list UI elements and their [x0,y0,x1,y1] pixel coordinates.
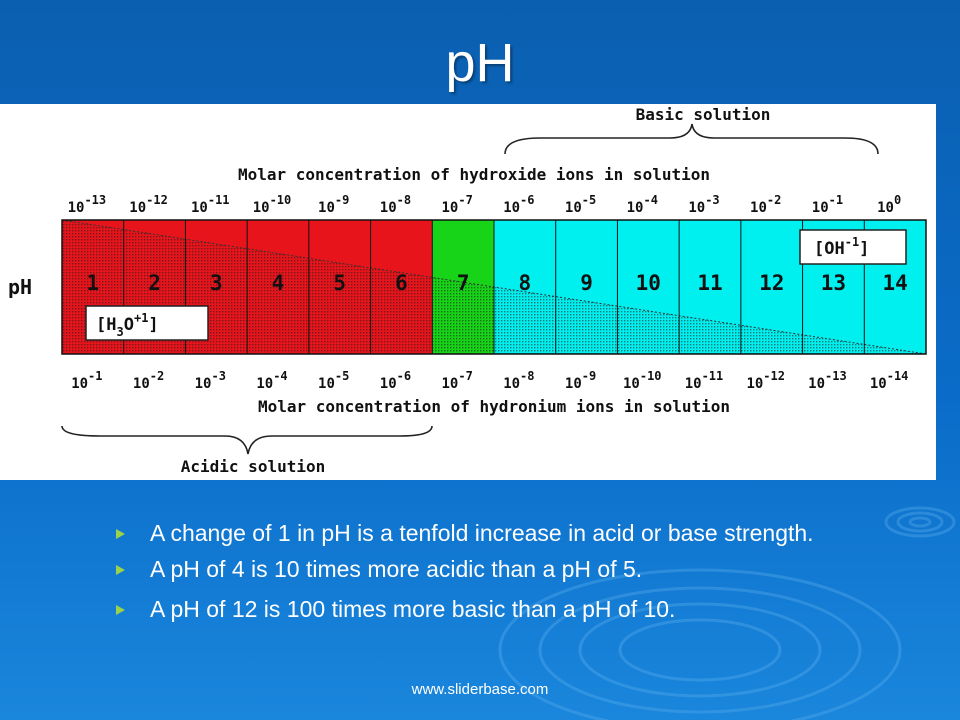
hydronium-exponent-label: 10-13 [808,369,847,392]
bullet-item: A change of 1 in pH is a tenfold increas… [116,518,876,548]
hydronium-exponent-label: 10-8 [503,369,534,392]
h3o-sub: 3 [116,325,123,339]
ph-axis-label: pH [8,275,32,299]
hydronium-exponent-label: 10-10 [623,369,662,392]
hydronium-box: [H3O+1] [85,305,209,341]
hydronium-exponents: 10-1 10-2 10-3 10-4 10-5 10-6 10-7 10-8 10-9 10-1… [71,369,908,392]
hydronium-label: Molar concentration of hydronium ions in… [258,397,730,416]
h3o-mid: O [124,315,134,335]
arrow-bullet-icon [116,565,125,575]
h3o-label: [H [96,315,116,335]
hydroxide-exponent-label: 10-7 [441,193,472,216]
hydroxide-label: Molar concentration of hydroxide ions in… [238,165,710,184]
hydronium-exponent-label: 10-2 [133,369,164,392]
ph-value-label: 2 [148,271,161,295]
hydroxide-exponent-label: 10-11 [191,193,230,216]
hydroxide-exponent-label: 10-10 [253,193,292,216]
footer-url: www.sliderbase.com [411,681,549,698]
ph-cells [61,219,927,355]
hydronium-exponent-label: 10-9 [565,369,596,392]
ph-value-label: 12 [759,271,784,295]
ph-value-label: 5 [333,271,346,295]
oh-label: [OH [814,239,845,259]
h3o-exp: +1 [134,311,148,325]
slide-title: pH [445,33,515,93]
hydroxide-exponent-label: 10-12 [129,193,168,216]
ph-value-label: 9 [580,271,593,295]
ph-value-label: 1 [87,271,100,295]
hydronium-exponent-label: 10-14 [870,369,909,392]
bullet-text: A change of 1 in pH is a tenfold increas… [150,520,814,546]
hydroxide-box: [OH-1] [799,229,907,265]
hydroxide-exponent-label: 10-6 [503,193,534,216]
hydronium-exponent-label: 10-6 [380,369,411,392]
hydronium-exponent-label: 10-4 [256,369,287,392]
bullet-item: A pH of 12 is 100 times more basic than … [116,594,876,624]
ph-value-label: 14 [882,271,907,295]
ph-value-label: 6 [395,271,408,295]
ph-value-label: 11 [697,271,722,295]
hydronium-exponent-label: 10-12 [746,369,785,392]
bullet-text: A pH of 12 is 100 times more basic than … [150,596,676,622]
ph-value-label: 13 [821,271,846,295]
ph-labels: 1 2 3 4 5 6 7 8 9 10 11 12 13 14 [87,271,908,295]
hydronium-exponent-label: 10-5 [318,369,349,392]
oh-exp: -1 [845,235,859,249]
acidic-solution-label: Acidic solution [181,457,326,476]
hydroxide-exponent-label: 10-9 [318,193,349,216]
ph-value-label: 3 [210,271,223,295]
hydroxide-exponent-label: 10-2 [750,193,781,216]
oh-close: ] [859,239,869,259]
svg-text:[H3O+1]: [H3O+1] [96,311,159,339]
svg-text:[OH-1]: [OH-1] [814,235,869,259]
ph-value-label: 10 [636,271,661,295]
acidic-brace [61,425,433,455]
hydroxide-exponent-label: 10-8 [380,193,411,216]
h3o-close: ] [148,315,158,335]
arrow-bullet-icon [116,529,125,539]
ph-scale-diagram: 1 2 3 4 5 6 7 8 9 10 11 12 13 14 10-13 10-12 10-11 10-10… [0,104,936,480]
hydroxide-exponent-label: 100 [877,193,901,216]
hydroxide-exponents: 10-13 10-12 10-11 10-10 10-9 10-8 10-7 10-6 10-5… [68,193,902,216]
ph-value-label: 4 [272,271,285,295]
bullet-text: A pH of 4 is 10 times more acidic than a… [150,556,643,582]
bullet-item: A pH of 4 is 10 times more acidic than a… [116,554,876,584]
ph-value-label: 7 [457,271,470,295]
hydroxide-exponent-label: 10-13 [68,193,107,216]
hydroxide-exponent-label: 10-1 [812,193,843,216]
basic-brace [504,123,879,155]
hydronium-exponent-label: 10-1 [71,369,102,392]
hydronium-exponent-label: 10-11 [685,369,724,392]
ph-value-label: 8 [519,271,532,295]
hydroxide-exponent-label: 10-3 [688,193,719,216]
hydroxide-exponent-label: 10-4 [627,193,658,216]
ph-scale-svg: 1 2 3 4 5 6 7 8 9 10 11 12 13 14 10-13 10-12 10-11 10-10… [8,105,927,476]
bullet-list: A change of 1 in pH is a tenfold increas… [116,518,876,634]
arrow-bullet-icon [116,605,125,615]
basic-solution-label: Basic solution [636,105,771,124]
hydroxide-exponent-label: 10-5 [565,193,596,216]
hydronium-exponent-label: 10-3 [195,369,226,392]
hydronium-exponent-label: 10-7 [441,369,472,392]
